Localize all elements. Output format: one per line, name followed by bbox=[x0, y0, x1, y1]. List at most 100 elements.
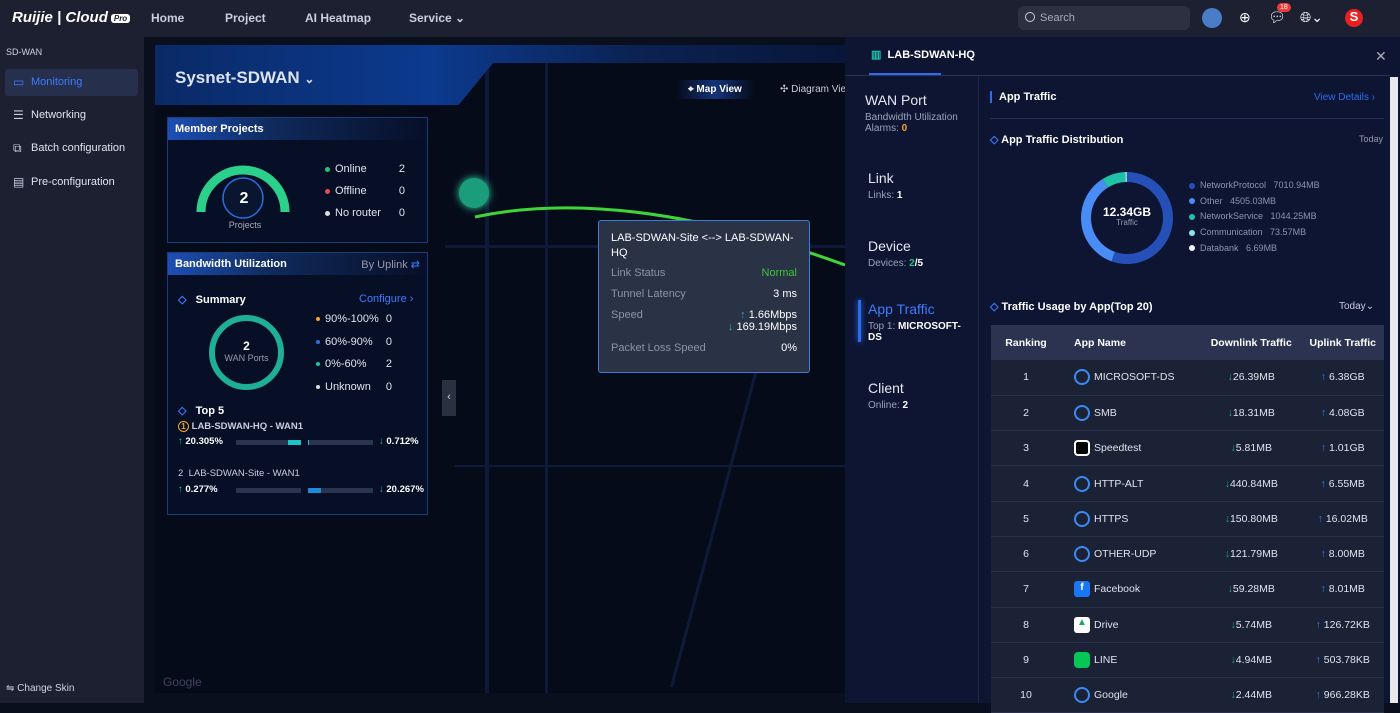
top5-title: ◇ Top 5 bbox=[178, 404, 224, 417]
diagram-icon: ✣ bbox=[780, 84, 788, 95]
table-row[interactable]: 3 Speedtest ↓5.81MB ↑ 1.01GB bbox=[991, 431, 1384, 466]
sidebar-item-batch-configuration[interactable]: ⧉Batch configuration bbox=[5, 135, 138, 162]
globe-icon bbox=[1074, 405, 1090, 421]
legend-item: Other 4505.03MB bbox=[1189, 196, 1320, 212]
top5-item[interactable]: 2 LAB-SDWAN-Site - WAN1 bbox=[178, 468, 300, 479]
top5-item[interactable]: 1 LAB-SDWAN-HQ - WAN1 bbox=[178, 421, 303, 432]
section-title: App Traffic bbox=[990, 91, 1056, 103]
legend-item: Databank 6.69MB bbox=[1189, 243, 1320, 259]
site-marker-icon[interactable] bbox=[459, 178, 489, 208]
building-icon: ▥ bbox=[871, 49, 881, 61]
app-name: Facebook bbox=[1094, 583, 1140, 595]
search-input[interactable]: Search bbox=[1018, 6, 1190, 30]
avatar[interactable]: S bbox=[1345, 9, 1363, 27]
diamond-icon: ◇ bbox=[178, 294, 186, 306]
donut-slice-networkservice[interactable] bbox=[1105, 177, 1125, 183]
scrollbar[interactable] bbox=[1390, 77, 1398, 703]
sidebar-item-pre-configuration[interactable]: ▤Pre-configuration bbox=[5, 169, 138, 196]
chevron-down-icon: ⌄ bbox=[304, 72, 314, 86]
app-name: LINE bbox=[1094, 654, 1117, 666]
app-name: OTHER-UDP bbox=[1094, 548, 1156, 560]
nav-project[interactable]: Project bbox=[225, 11, 266, 25]
downlink-bar bbox=[308, 488, 373, 493]
nav-home[interactable]: Home bbox=[151, 11, 184, 25]
summary-title: ◇ Summary bbox=[178, 293, 246, 306]
table-row[interactable]: 6 OTHER-UDP ↓121.79MB ↑ 8.00MB bbox=[991, 536, 1384, 571]
table-row[interactable]: 4 HTTP-ALT ↓440.84MB ↑ 6.55MB bbox=[991, 466, 1384, 501]
app-name: MICROSOFT-DS bbox=[1094, 371, 1175, 383]
facebook-icon: f bbox=[1074, 581, 1090, 597]
diamond-icon: ◇ bbox=[990, 301, 998, 313]
add-circle-icon[interactable]: ⊕ bbox=[1239, 9, 1251, 26]
sidebar-item-networking[interactable]: ☰Networking bbox=[5, 102, 138, 129]
configure-link[interactable]: Configure › bbox=[359, 293, 413, 305]
uplink-bar bbox=[236, 488, 301, 493]
app-name: HTTPS bbox=[1094, 513, 1128, 525]
sidebar-item-monitoring[interactable]: ▭Monitoring bbox=[5, 69, 138, 96]
legend-item: NetworkService 1044.25MB bbox=[1189, 211, 1320, 227]
period-dropdown[interactable]: Today⌄ bbox=[1339, 301, 1374, 312]
globe-icon bbox=[1074, 687, 1090, 703]
table-row[interactable]: 9 LINE ↓4.94MB ↑ 503.78KB bbox=[991, 642, 1384, 677]
globe-icon bbox=[1074, 546, 1090, 562]
nav-ai-heatmap[interactable]: AI Heatmap bbox=[305, 11, 371, 25]
card-title: Member Projects bbox=[168, 118, 427, 140]
app-name: Google bbox=[1094, 689, 1128, 701]
sidebar-section-title: SD-WAN bbox=[6, 47, 42, 57]
app-name: Drive bbox=[1094, 619, 1119, 631]
line-icon bbox=[1074, 652, 1090, 668]
table-row[interactable]: 5 HTTPS ↓150.80MB ↑ 16.02MB bbox=[991, 501, 1384, 536]
map-view-tab[interactable]: ⌖ Map View bbox=[676, 80, 754, 99]
table-row[interactable]: 1 MICROSOFT-DS ↓26.39MB ↑ 6.38GB bbox=[991, 360, 1384, 395]
close-icon[interactable]: ✕ bbox=[1375, 48, 1387, 65]
by-uplink-toggle[interactable]: By Uplink ⇄ bbox=[361, 258, 420, 270]
batch-icon: ⧉ bbox=[13, 141, 22, 156]
diamond-icon: ◇ bbox=[990, 134, 998, 146]
switch-icon: ⇄ bbox=[411, 259, 420, 271]
table-row[interactable]: 8 ▲Drive ↓5.74MB ↑ 126.72KB bbox=[991, 607, 1384, 642]
link-tooltip: LAB-SDWAN-Site <--> LAB-SDWAN-HQ Link St… bbox=[598, 220, 810, 373]
view-details-link[interactable]: View Details › bbox=[1314, 92, 1375, 103]
sliders-icon: ☰ bbox=[13, 108, 24, 122]
project-selector[interactable]: Sysnet-SDWAN ⌄ bbox=[175, 68, 314, 88]
diagram-view-tab[interactable]: ✣ Diagram View bbox=[780, 84, 845, 95]
uplink-bar bbox=[236, 440, 301, 445]
assistant-robot-icon[interactable] bbox=[1202, 8, 1222, 28]
distribution-title: ◇ App Traffic Distribution bbox=[990, 133, 1123, 146]
app-name: Speedtest bbox=[1094, 442, 1141, 454]
change-skin-button[interactable]: ⇋ Change Skin bbox=[6, 683, 74, 694]
google-watermark: Google bbox=[163, 675, 202, 689]
notification-badge: 18 bbox=[1277, 3, 1291, 12]
panel-title: ▥ LAB-SDWAN-HQ bbox=[871, 48, 975, 61]
sliders-icon: ⇋ bbox=[6, 683, 14, 694]
app-traffic-table: Ranking App Name Downlink Traffic Uplink… bbox=[991, 325, 1384, 713]
diamond-icon: ◇ bbox=[178, 405, 186, 417]
app-name: HTTP-ALT bbox=[1094, 477, 1143, 489]
legend-item: NetworkProtocol 7010.94MB bbox=[1189, 180, 1320, 196]
table-row[interactable]: 10 Google ↓2.44MB ↑ 966.28KB bbox=[991, 678, 1384, 713]
collapse-panel-button[interactable]: ‹ bbox=[442, 380, 456, 416]
language-globe-icon[interactable]: 🌐︎⌄ bbox=[1300, 9, 1323, 26]
nav-service[interactable]: Service ⌄ bbox=[409, 11, 465, 25]
globe-icon bbox=[1074, 511, 1090, 527]
sidebar: SD-WAN ▭Monitoring ☰Networking ⧉Batch co… bbox=[0, 37, 144, 703]
globe-icon bbox=[1074, 476, 1090, 492]
usage-title: ◇ Traffic Usage by App(Top 20) bbox=[990, 300, 1153, 313]
table-row[interactable]: 2 SMB ↓18.31MB ↑ 4.08GB bbox=[991, 395, 1384, 430]
legend-item: Communication 73.57MB bbox=[1189, 227, 1320, 243]
period-label: Today bbox=[1359, 134, 1383, 144]
downlink-bar bbox=[308, 440, 373, 445]
